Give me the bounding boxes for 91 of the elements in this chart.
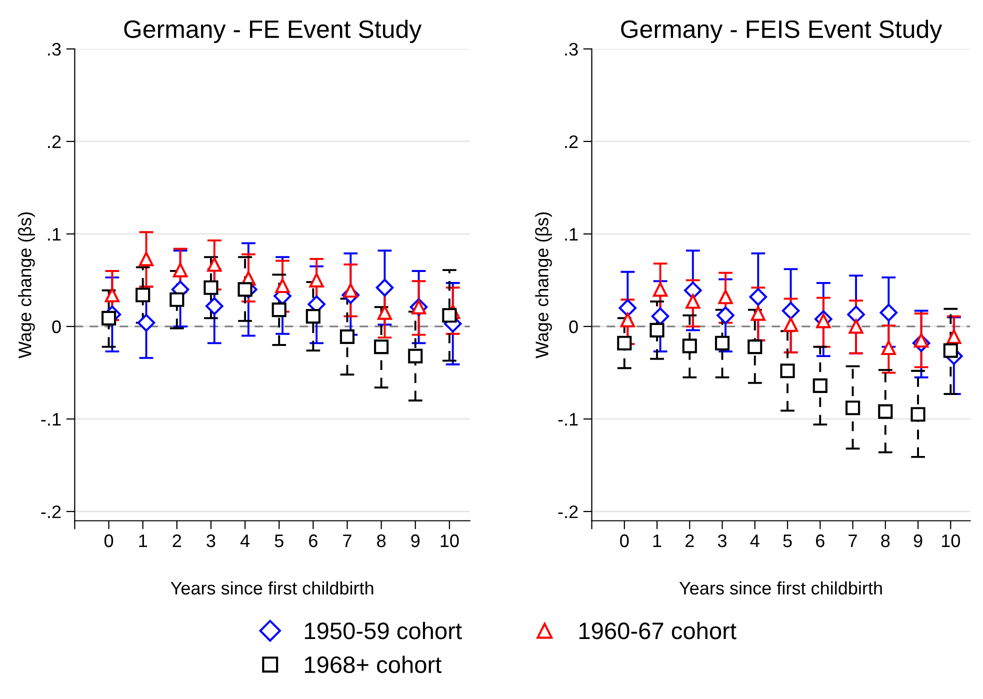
legend-label: 1950-59 cohort bbox=[304, 622, 462, 640]
point bbox=[204, 280, 218, 295]
y-tick-label: -.1 bbox=[558, 413, 578, 426]
point bbox=[104, 288, 120, 302]
point bbox=[650, 322, 664, 338]
point bbox=[718, 290, 733, 304]
x-tick-label: 1 bbox=[139, 534, 147, 548]
point bbox=[617, 336, 632, 350]
point bbox=[714, 336, 730, 350]
point bbox=[442, 308, 457, 323]
point bbox=[272, 302, 286, 318]
point bbox=[750, 306, 766, 321]
point bbox=[847, 306, 865, 324]
point bbox=[716, 306, 734, 324]
chart-title: Germany - FE Event Study bbox=[124, 20, 422, 44]
point bbox=[943, 343, 958, 358]
x-tick-label: 4 bbox=[240, 534, 250, 548]
x-tick-label: 2 bbox=[172, 534, 182, 548]
y-tick-label: 0 bbox=[569, 320, 578, 334]
y-tick-label: -.1 bbox=[41, 413, 61, 426]
legend-label: 1968+ cohort bbox=[304, 656, 442, 674]
point bbox=[782, 302, 800, 320]
x-tick-label: 8 bbox=[881, 534, 890, 548]
x-tick-label: 6 bbox=[816, 534, 824, 548]
y-tick-label: .1 bbox=[565, 228, 578, 240]
point bbox=[620, 312, 635, 328]
point bbox=[684, 281, 702, 300]
point bbox=[749, 288, 768, 306]
x-tick-label: 10 bbox=[942, 534, 960, 548]
x-tick-label: 5 bbox=[274, 534, 284, 548]
point bbox=[618, 299, 637, 317]
y-tick-label: 0 bbox=[52, 320, 61, 334]
legend-label: 1960-67 cohort bbox=[579, 622, 736, 640]
point bbox=[748, 340, 762, 354]
point bbox=[686, 294, 700, 309]
x-tick-label: 3 bbox=[206, 534, 216, 548]
point bbox=[682, 338, 697, 354]
x-tick-label: 9 bbox=[914, 534, 922, 548]
x-axis-title: Years since first childbirth bbox=[679, 581, 882, 595]
x-tick-label: 0 bbox=[620, 534, 629, 548]
point bbox=[848, 319, 864, 334]
point bbox=[238, 282, 252, 297]
x-tick-label: 3 bbox=[718, 534, 726, 548]
point bbox=[881, 340, 896, 356]
point bbox=[275, 278, 290, 294]
y-axis-title: Wage change (βs) bbox=[535, 212, 552, 358]
point bbox=[306, 309, 320, 324]
point bbox=[138, 252, 154, 266]
point bbox=[812, 378, 828, 393]
point bbox=[878, 404, 893, 419]
y-tick-label: .3 bbox=[48, 42, 61, 56]
x-tick-label: 5 bbox=[783, 534, 792, 548]
x-tick-label: 4 bbox=[750, 534, 760, 548]
x-tick-label: 9 bbox=[411, 534, 420, 548]
x-axis-title: Years since first childbirth bbox=[170, 581, 374, 595]
chart-title: Germany - FEIS Event Study bbox=[621, 20, 942, 44]
point bbox=[137, 314, 156, 332]
x-tick-label: 0 bbox=[104, 534, 114, 548]
x-tick-label: 7 bbox=[343, 534, 352, 548]
y-tick-label: .2 bbox=[565, 135, 578, 148]
y-tick-label: -.2 bbox=[41, 505, 61, 518]
point bbox=[880, 304, 898, 322]
x-tick-label: 10 bbox=[440, 534, 459, 548]
point bbox=[845, 400, 860, 416]
point bbox=[136, 288, 150, 302]
point bbox=[377, 305, 392, 320]
point bbox=[173, 262, 188, 278]
point bbox=[374, 340, 389, 354]
x-tick-label: 8 bbox=[377, 534, 386, 548]
y-tick-label: .3 bbox=[565, 42, 578, 56]
point bbox=[376, 278, 394, 297]
point bbox=[309, 272, 324, 288]
point bbox=[207, 257, 222, 272]
point bbox=[910, 407, 926, 422]
point bbox=[408, 348, 423, 364]
point bbox=[340, 329, 355, 344]
point bbox=[205, 297, 224, 316]
x-tick-label: 2 bbox=[686, 534, 694, 548]
point bbox=[652, 282, 668, 297]
x-tick-label: 7 bbox=[848, 534, 857, 548]
y-tick-label: -.2 bbox=[558, 505, 578, 518]
point bbox=[946, 329, 962, 344]
y-axis-title: Wage change (βs) bbox=[18, 212, 35, 358]
point bbox=[780, 364, 795, 378]
point bbox=[783, 317, 798, 332]
y-tick-label: .2 bbox=[48, 135, 61, 148]
x-tick-label: 6 bbox=[309, 534, 318, 548]
x-tick-label: 1 bbox=[653, 534, 662, 548]
point bbox=[101, 310, 116, 326]
point bbox=[170, 292, 184, 307]
y-tick-label: .1 bbox=[48, 228, 61, 240]
